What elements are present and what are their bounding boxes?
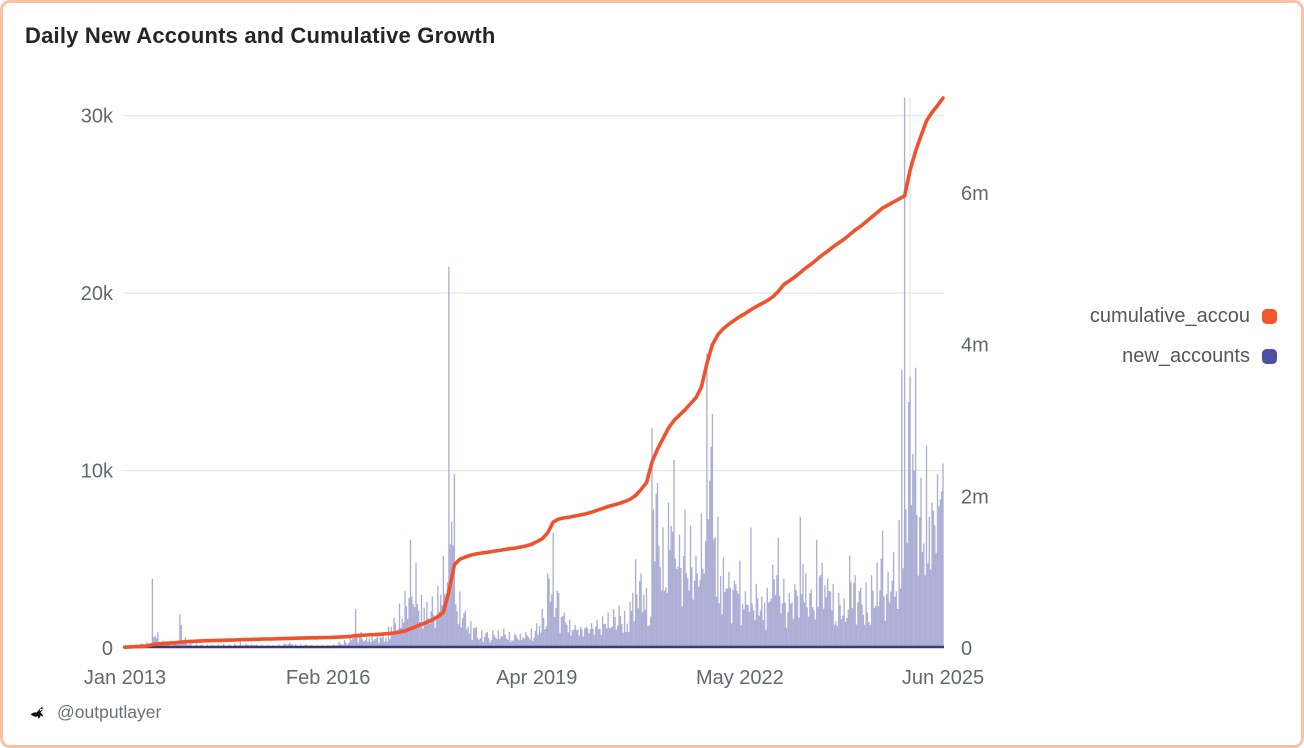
x-tick-label: Jan 2013 <box>84 667 166 689</box>
legend-label: new_accounts <box>1122 344 1250 367</box>
x-tick-label: May 2022 <box>696 667 784 689</box>
y-left-tick-label: 20k <box>81 283 114 305</box>
y-right-tick-label: 2m <box>961 486 989 508</box>
y-right-tick-label: 6m <box>961 183 989 205</box>
cumulative-accounts-line <box>123 96 945 649</box>
plot-area[interactable]: 0 10k 20k 30k 0 2m 4m 6m Jan 2013 Feb 2016 Apr 201… <box>3 3 1304 748</box>
legend-item-cumulative_accounts[interactable]: cumulative_accou <box>1090 296 1277 336</box>
y-left-tick-label: 0 <box>102 638 113 660</box>
chart-title: Daily New Accounts and Cumulative Growth <box>25 23 496 48</box>
bird-logo-icon <box>29 703 48 722</box>
legend-swatch <box>1262 348 1277 364</box>
legend-item-new_accounts[interactable]: new_accounts <box>1122 336 1277 376</box>
new-accounts-bars <box>124 98 944 648</box>
x-tick-label: Jun 2025 <box>902 667 984 689</box>
legend: cumulative_accou new_accounts <box>1090 296 1277 376</box>
y-left-tick-label: 30k <box>81 106 114 128</box>
footer-handle: @outputlayer <box>57 702 162 722</box>
footer: @outputlayer <box>29 702 161 723</box>
legend-swatch <box>1262 308 1277 324</box>
y-left-tick-label: 10k <box>81 461 114 483</box>
legend-label: cumulative_accou <box>1089 304 1250 327</box>
y-right-tick-label: 0 <box>961 638 972 660</box>
x-tick-label: Apr 2019 <box>496 667 577 689</box>
x-tick-label: Feb 2016 <box>286 667 371 689</box>
y-right-tick-label: 4m <box>961 335 989 357</box>
